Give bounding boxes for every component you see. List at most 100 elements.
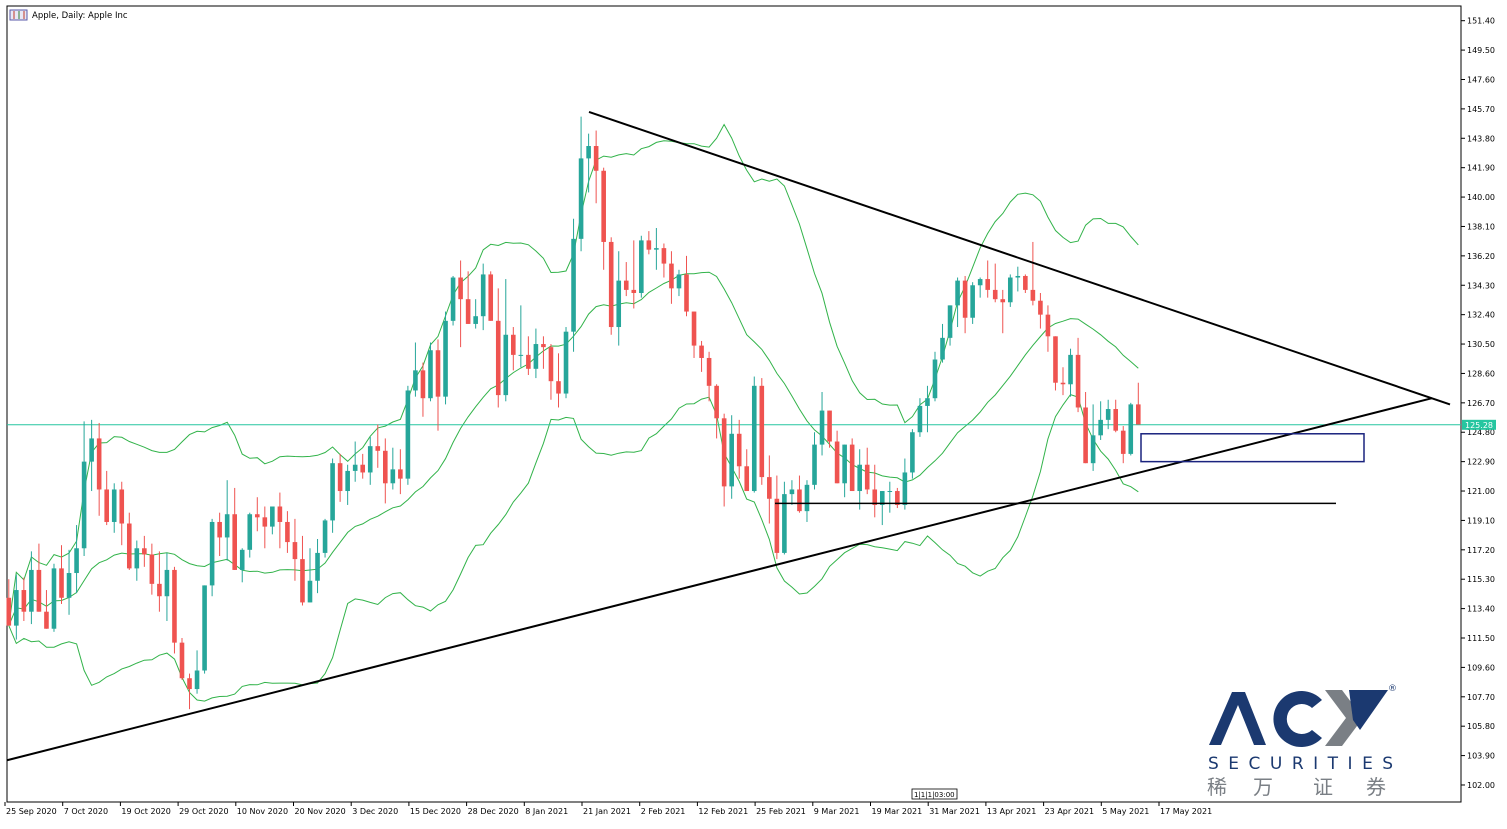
candle-bear [548, 347, 554, 382]
candle-bull [315, 552, 320, 581]
resistance-trendline[interactable] [588, 111, 1451, 406]
acy-logo: ® SECURITIES 稀 万 证 券 [1207, 684, 1397, 799]
x-tick-label: 19 Mar 2021 [872, 807, 923, 816]
candle-bear [661, 248, 667, 264]
candle-bear [21, 590, 27, 612]
candle-bear [337, 463, 343, 492]
candle-bull [729, 433, 734, 487]
candle-bull [571, 238, 576, 332]
plot-frame [6, 5, 1462, 803]
candles [6, 116, 1141, 710]
candle-bull [51, 568, 57, 629]
candle-bull [239, 549, 245, 570]
candle-bull [322, 520, 328, 553]
x-tick-label: 23 Apr 2021 [1045, 807, 1094, 816]
candle-bear [232, 514, 237, 570]
candle-bear [285, 521, 290, 543]
candle-bull [1007, 277, 1013, 303]
candle-bear [187, 678, 192, 690]
candle-bull [842, 444, 847, 484]
candle-bear [6, 597, 12, 626]
candle-bull [676, 274, 682, 289]
bollinger-lower [8, 394, 1139, 702]
candle-bull [857, 464, 862, 492]
candle-bear [684, 274, 689, 312]
candle-bull [164, 569, 170, 597]
candle-bear [1075, 354, 1081, 408]
candle-bull [970, 285, 975, 318]
candle-bear [895, 491, 900, 505]
x-tick-label: 28 Dec 2020 [468, 807, 519, 816]
y-tick-label: 111.50 [1467, 634, 1495, 643]
candle-bear [104, 489, 109, 522]
y-tick-label: 145.70 [1467, 105, 1495, 114]
candle-bear [217, 521, 222, 538]
candle-bull [910, 432, 915, 473]
candle-bear [157, 583, 162, 597]
x-tick-label: 25 Feb 2021 [756, 807, 806, 816]
candle-bull [428, 350, 433, 399]
candle-bear [277, 506, 283, 522]
candle-bear [292, 542, 298, 560]
candle-bull [29, 569, 34, 612]
candle-bear [706, 357, 712, 386]
candle-bull [812, 444, 817, 485]
y-tick-label: 115.30 [1467, 575, 1495, 584]
y-tick-label: 109.60 [1467, 663, 1495, 672]
y-tick-label: 105.80 [1467, 722, 1495, 731]
candle-bear [827, 410, 832, 442]
candle-bear [142, 548, 147, 555]
candle-bear [526, 354, 531, 369]
candle-bear [262, 517, 268, 527]
candle-bear [1045, 314, 1051, 337]
candle-bear [300, 559, 305, 603]
y-tick-label: 103.90 [1467, 752, 1495, 761]
candle-bear [172, 569, 177, 643]
candle-bull [917, 405, 923, 433]
candle-bear [669, 263, 674, 289]
candle-bull [443, 320, 448, 397]
candle-bull [879, 491, 885, 505]
candle-bull [1015, 275, 1021, 278]
candle-bull [194, 670, 200, 690]
candle-bull [563, 331, 569, 394]
logo-cn-2: 万 [1253, 775, 1273, 799]
candle-bull [789, 489, 795, 495]
trendlines[interactable] [6, 111, 1451, 762]
x-tick-label: 31 Mar 2021 [929, 807, 980, 816]
candle-bear [126, 523, 132, 569]
candle-bull [902, 472, 908, 505]
support-trendline[interactable] [6, 397, 1433, 762]
candle-bear [834, 441, 840, 484]
candle-bear [1136, 404, 1141, 425]
y-tick-label: 140.00 [1467, 193, 1495, 202]
x-tick-label: 12 Feb 2021 [698, 807, 748, 816]
candle-bear [1120, 430, 1126, 454]
candle-bear [962, 280, 968, 318]
y-tick-label: 113.40 [1467, 605, 1495, 614]
x-tick-label: 8 Jan 2021 [525, 807, 568, 816]
y-tick-label: 132.40 [1467, 311, 1495, 320]
price-axis: 151.40 149.50 147.60 145.70 143.80 141.90 140.… [1461, 17, 1496, 790]
candle-bull [1068, 354, 1073, 385]
x-tick-label: 29 Oct 2020 [179, 807, 228, 816]
candle-bear [1023, 275, 1028, 290]
candle-bull [1098, 419, 1103, 436]
time-marker-box [911, 788, 958, 800]
logo-cn-4: 券 [1366, 775, 1386, 799]
candle-bull [66, 573, 72, 598]
candle-bull [503, 334, 509, 396]
demand-zone-box[interactable] [1140, 433, 1365, 463]
candle-bull [345, 470, 350, 492]
y-tick-label: 151.40 [1467, 17, 1495, 26]
candle-bear [744, 466, 750, 492]
candle-bull [224, 514, 230, 538]
candle-bull [819, 410, 825, 445]
candle-bear [1053, 336, 1058, 383]
y-tick-label: 126.70 [1467, 399, 1495, 408]
candle-bear [511, 334, 516, 355]
candle-bull [352, 464, 358, 471]
candle-bear [36, 569, 42, 612]
x-tick-label: 5 May 2021 [1102, 807, 1149, 816]
